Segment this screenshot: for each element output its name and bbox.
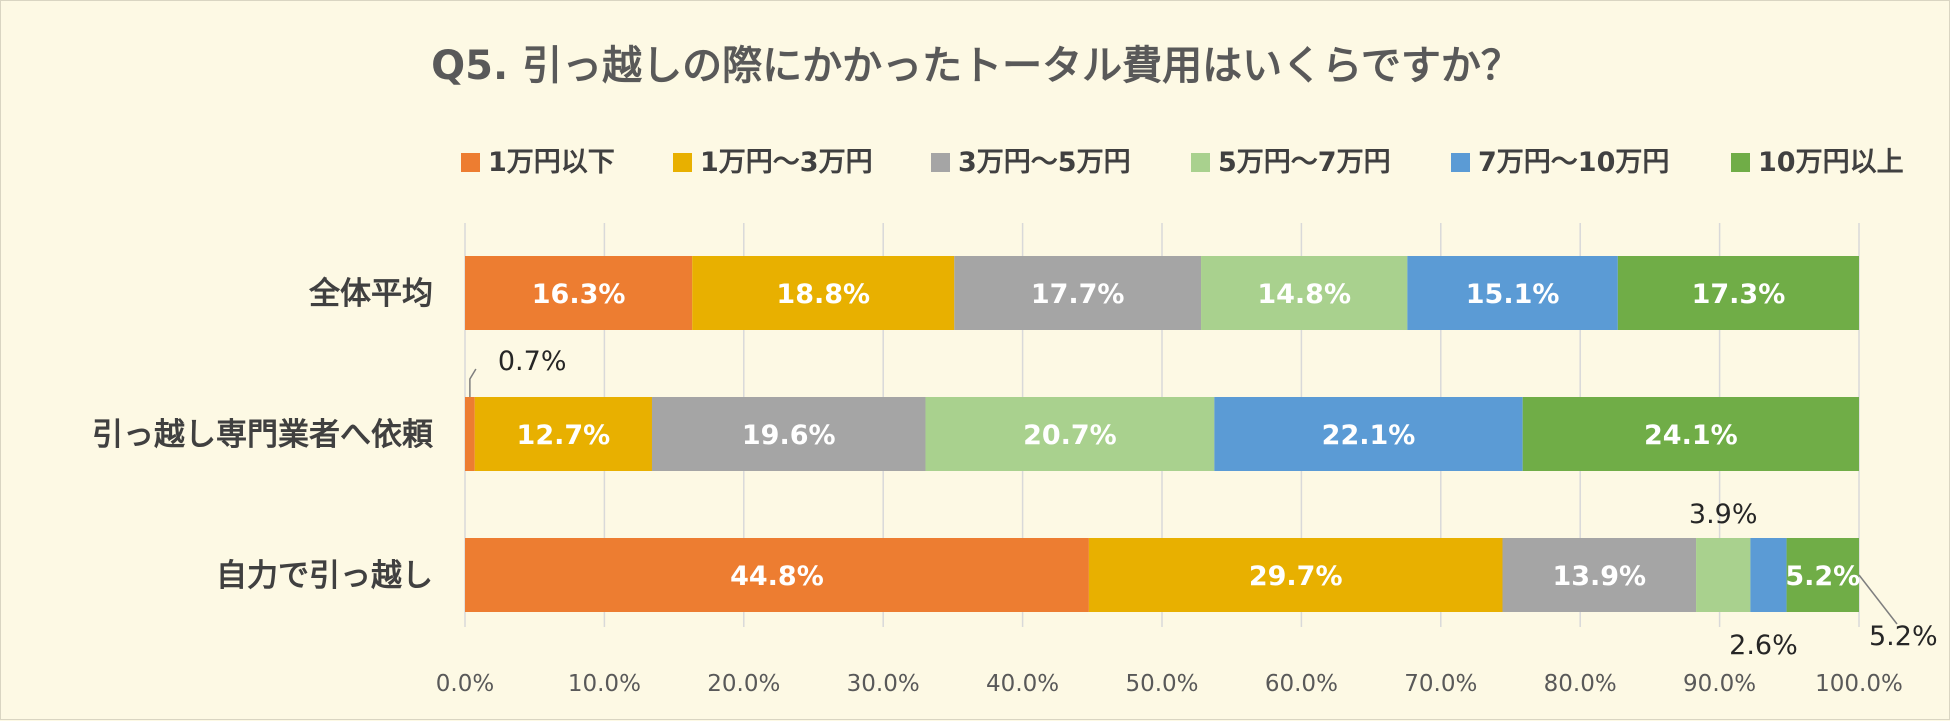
data-labels: 16.3% 18.8% 17.7% 14.8% 15.1% 17.3% 12.7% 19.6%… [469, 279, 1938, 661]
bar-segment [465, 256, 693, 330]
legend-swatch [461, 153, 480, 172]
legend-item: 1万円～3万円 [673, 147, 873, 178]
data-label: 0.7% [498, 346, 567, 377]
legend-swatch [1191, 153, 1210, 172]
data-label: 29.7% [1249, 561, 1343, 592]
data-label: 18.8% [776, 279, 870, 310]
legend: 1万円以下 1万円～3万円 3万円～5万円 5万円～7万円 7万円～10万円 10万円以上 [461, 147, 1904, 178]
legend-item: 5万円～7万円 [1191, 147, 1391, 178]
x-tick-label: 60.0% [1265, 671, 1338, 697]
data-label: 17.7% [1031, 279, 1125, 310]
chart-title: Q5. 引っ越しの際にかかったトータル費用はいくらですか？ [431, 43, 1521, 89]
legend-item: 7万円～10万円 [1451, 147, 1669, 178]
x-tick-label: 90.0% [1683, 671, 1756, 697]
bar-segment [1750, 538, 1787, 612]
x-tick-label: 20.0% [707, 671, 780, 697]
x-axis-ticks: 0.0% 10.0% 20.0% 30.0% 40.0% 50.0% 60.0% 70.0% 8… [436, 671, 1903, 697]
legend-swatch [1731, 153, 1750, 172]
bar-segment [1201, 256, 1408, 330]
bar-segment [465, 397, 475, 471]
legend-item: 10万円以上 [1731, 147, 1904, 178]
bar-segment [1214, 397, 1523, 471]
x-tick-label: 70.0% [1404, 671, 1477, 697]
category-label: 引っ越し専門業者へ依頼 [92, 417, 434, 453]
data-label: 5.2% [1869, 621, 1938, 652]
x-tick-label: 30.0% [847, 671, 920, 697]
x-tick-label: 100.0% [1815, 671, 1903, 697]
data-label: 3.9% [1689, 499, 1758, 530]
legend-label: 3万円～5万円 [958, 147, 1131, 178]
legend-label: 5万円～7万円 [1218, 147, 1391, 178]
legend-swatch [673, 153, 692, 172]
data-label: 14.8% [1257, 279, 1351, 310]
data-label: 16.3% [532, 279, 626, 310]
leader-line [1858, 574, 1898, 625]
bar-segment [925, 397, 1215, 471]
x-tick-label: 50.0% [1125, 671, 1198, 697]
x-tick-label: 40.0% [986, 671, 1059, 697]
bar-segment [1088, 538, 1503, 612]
data-label: 13.9% [1552, 561, 1646, 592]
bar-segment [651, 397, 926, 471]
data-label: 22.1% [1322, 420, 1416, 451]
bar-segment [1407, 256, 1618, 330]
bar-segment [1502, 538, 1697, 612]
legend-swatch [931, 153, 950, 172]
bars [465, 256, 1859, 612]
bar-segment [1617, 256, 1859, 330]
legend-label: 7万円～10万円 [1478, 147, 1669, 178]
data-label: 15.1% [1466, 279, 1560, 310]
data-label: 24.1% [1644, 420, 1738, 451]
bar-segment [1786, 538, 1859, 612]
data-label: 5.2% [1785, 561, 1860, 592]
leader-line [469, 368, 477, 397]
x-tick-label: 0.0% [436, 671, 494, 697]
bar-segment [465, 538, 1089, 612]
category-label: 自力で引っ越し [216, 558, 433, 594]
data-label: 20.7% [1023, 420, 1117, 451]
legend-swatch [1451, 153, 1470, 172]
bar-segment [474, 397, 652, 471]
bar-segment [1696, 538, 1751, 612]
x-tick-label: 10.0% [568, 671, 641, 697]
bar-segment [1522, 397, 1859, 471]
bar-segment [692, 256, 955, 330]
data-label: 17.3% [1692, 279, 1786, 310]
data-label: 2.6% [1729, 630, 1798, 661]
data-label: 19.6% [742, 420, 836, 451]
x-tick-label: 80.0% [1544, 671, 1617, 697]
data-label: 12.7% [517, 420, 611, 451]
legend-label: 1万円～3万円 [700, 147, 873, 178]
legend-label: 10万円以上 [1758, 147, 1904, 178]
legend-item: 3万円～5万円 [931, 147, 1131, 178]
legend-item: 1万円以下 [461, 147, 615, 178]
legend-label: 1万円以下 [488, 147, 615, 178]
bar-segment [954, 256, 1202, 330]
data-label: 44.8% [730, 561, 824, 592]
category-label: 全体平均 [308, 276, 433, 312]
